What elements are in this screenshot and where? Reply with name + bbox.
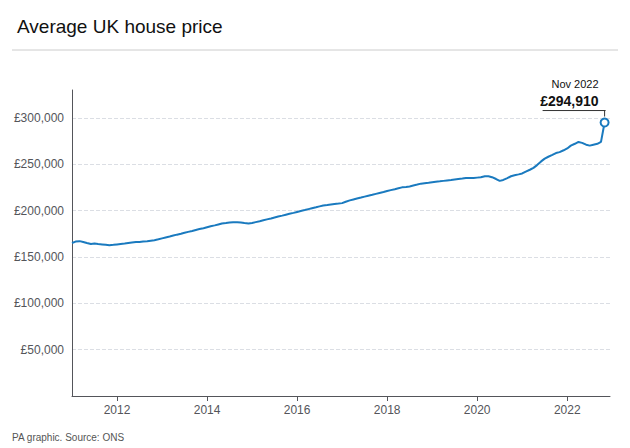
svg-text:2020: 2020 [464,403,491,417]
svg-text:2022: 2022 [554,403,581,417]
svg-text:2014: 2014 [194,403,221,417]
svg-text:£200,000: £200,000 [14,204,64,218]
svg-text:PA graphic. Source: ONS: PA graphic. Source: ONS [12,432,124,443]
svg-text:Nov 2022: Nov 2022 [552,78,599,90]
svg-text:£150,000: £150,000 [14,250,64,264]
svg-text:£100,000: £100,000 [14,296,64,310]
svg-text:£300,000: £300,000 [14,111,64,125]
svg-text:Average UK house price: Average UK house price [17,16,223,37]
svg-text:£50,000: £50,000 [21,343,65,357]
svg-text:2016: 2016 [284,403,311,417]
svg-text:£250,000: £250,000 [14,157,64,171]
svg-text:2012: 2012 [104,403,131,417]
svg-text:£294,910: £294,910 [540,93,599,109]
svg-text:2018: 2018 [374,403,401,417]
